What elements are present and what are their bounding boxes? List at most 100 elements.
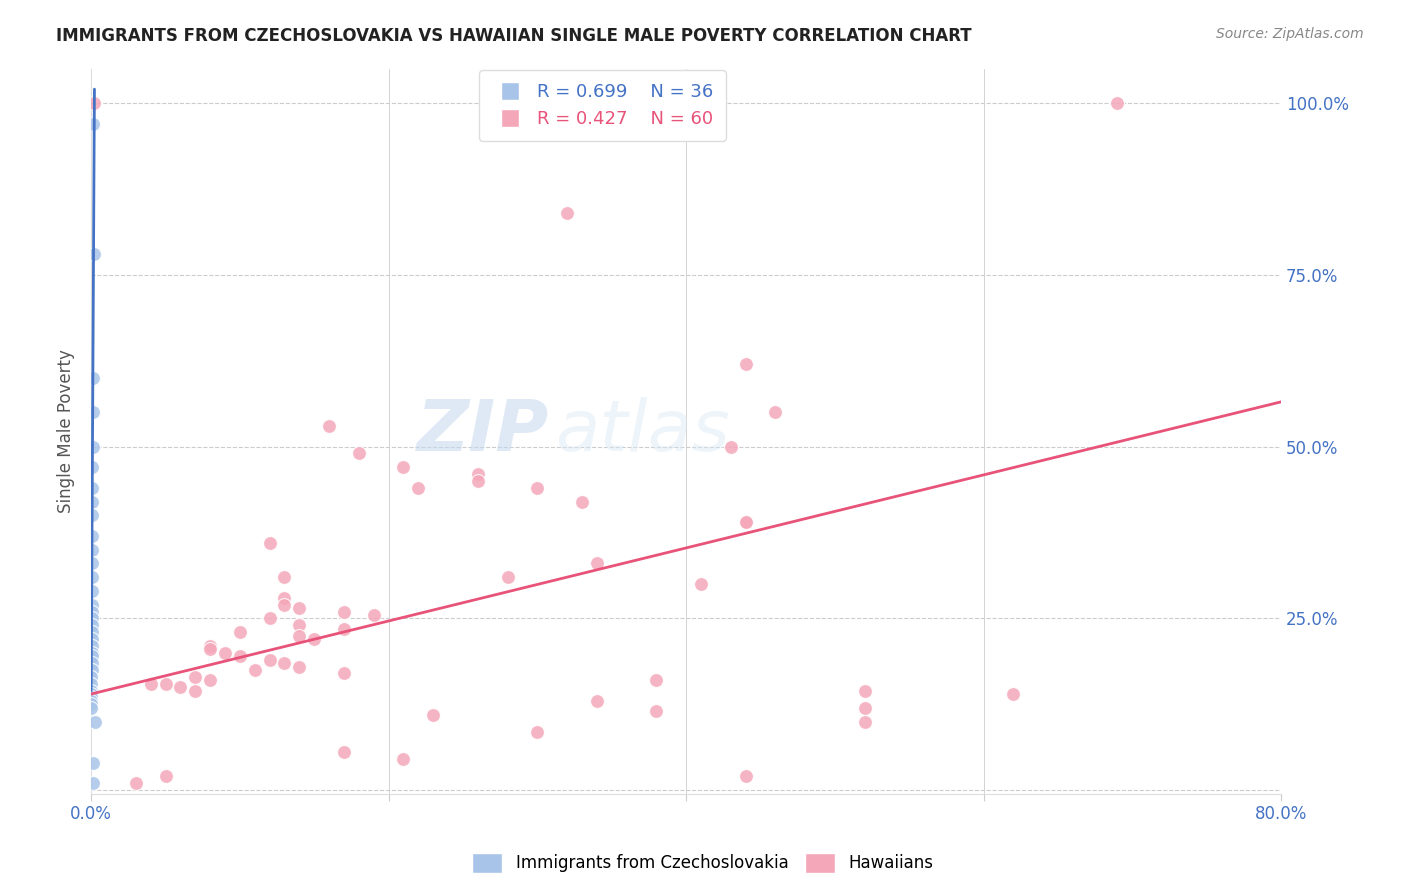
Point [853, 683, 876, 698]
Point [80, 632, 103, 646]
Point [555, 206, 578, 220]
Point [273, 598, 295, 612]
Point [259, 536, 281, 550]
Point [645, 673, 668, 688]
Text: IMMIGRANTS FROM CZECHOSLOVAKIA VS HAWAIIAN SINGLE MALE POVERTY CORRELATION CHART: IMMIGRANTS FROM CZECHOSLOVAKIA VS HAWAII… [56, 27, 972, 45]
Point [1002, 687, 1025, 701]
Point [318, 419, 340, 434]
Point [198, 673, 221, 688]
Point [184, 683, 207, 698]
Point [496, 570, 519, 584]
Point [467, 467, 489, 481]
Point [82, 371, 104, 385]
Point [585, 694, 607, 708]
Point [690, 577, 713, 591]
Point [80, 687, 103, 701]
Point [80, 646, 103, 660]
Y-axis label: Single Male Poverty: Single Male Poverty [58, 349, 75, 513]
Point [80, 605, 103, 619]
Point [80, 618, 103, 632]
Point [82, 776, 104, 790]
Point [392, 752, 415, 766]
Point [80, 625, 103, 640]
Point [80, 649, 103, 664]
Point [169, 680, 191, 694]
Point [80, 611, 103, 625]
Point [214, 646, 236, 660]
Point [363, 607, 385, 622]
Point [80, 670, 103, 684]
Point [83, 247, 105, 261]
Point [347, 446, 370, 460]
Point [259, 653, 281, 667]
Point [585, 557, 607, 571]
Point [1107, 95, 1129, 110]
Point [259, 611, 281, 625]
Point [198, 639, 221, 653]
Point [82, 756, 104, 770]
Point [288, 629, 311, 643]
Point [80, 542, 103, 557]
Point [139, 676, 162, 690]
Point [80, 676, 103, 690]
Point [853, 714, 876, 729]
Point [243, 663, 266, 677]
Point [80, 583, 103, 598]
Legend: Immigrants from Czechoslovakia, Hawaiians: Immigrants from Czechoslovakia, Hawaiian… [465, 847, 941, 880]
Point [198, 642, 221, 657]
Point [526, 481, 548, 495]
Point [83, 714, 105, 729]
Point [526, 724, 548, 739]
Point [125, 776, 148, 790]
Point [80, 690, 103, 705]
Point [467, 474, 489, 488]
Point [734, 515, 756, 529]
Point [302, 632, 325, 646]
Point [273, 570, 295, 584]
Point [333, 605, 356, 619]
Point [288, 618, 311, 632]
Point [734, 515, 756, 529]
Point [80, 683, 103, 698]
Point [333, 666, 356, 681]
Point [333, 746, 356, 760]
Point [229, 649, 252, 664]
Point [273, 591, 295, 605]
Point [80, 508, 103, 523]
Point [80, 639, 103, 653]
Point [763, 405, 786, 419]
Point [82, 494, 104, 508]
Point [853, 700, 876, 714]
Point [184, 670, 207, 684]
Point [422, 707, 444, 722]
Point [82, 440, 104, 454]
Point [80, 694, 103, 708]
Point [80, 557, 103, 571]
Point [571, 494, 593, 508]
Point [288, 659, 311, 673]
Point [80, 598, 103, 612]
Point [80, 700, 103, 714]
Text: atlas: atlas [555, 397, 730, 466]
Point [645, 704, 668, 718]
Point [80, 570, 103, 584]
Point [83, 95, 105, 110]
Point [155, 770, 177, 784]
Text: Source: ZipAtlas.com: Source: ZipAtlas.com [1216, 27, 1364, 41]
Point [273, 656, 295, 670]
Point [408, 481, 430, 495]
Point [392, 460, 415, 475]
Point [80, 529, 103, 543]
Point [734, 770, 756, 784]
Point [333, 622, 356, 636]
Point [229, 625, 252, 640]
Point [82, 405, 104, 419]
Point [288, 601, 311, 615]
Point [82, 481, 104, 495]
Point [82, 116, 104, 130]
Point [80, 656, 103, 670]
Point [80, 663, 103, 677]
Point [80, 698, 103, 712]
Point [82, 460, 104, 475]
Point [155, 676, 177, 690]
